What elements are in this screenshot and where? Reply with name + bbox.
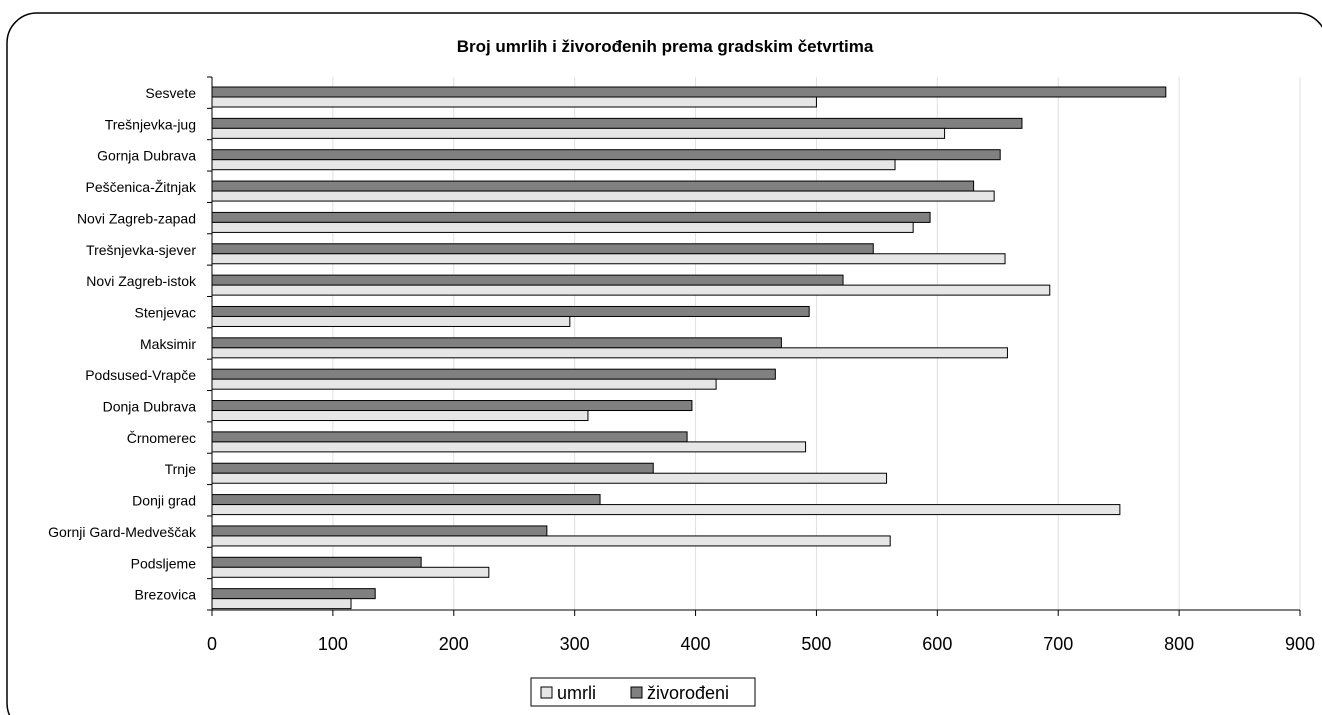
x-tick-label: 500 xyxy=(801,634,831,654)
bar-umrli xyxy=(211,410,589,422)
bar-zivorodeni xyxy=(211,243,874,255)
bar-umrli xyxy=(211,472,888,484)
bar-zivorodeni xyxy=(211,337,782,349)
category-label: Maksimir xyxy=(140,336,196,352)
bar-zivorodeni xyxy=(211,274,844,286)
bars-layer xyxy=(211,86,1167,610)
x-tick-label: 800 xyxy=(1164,634,1194,654)
category-label: Stenjevac xyxy=(135,304,196,320)
category-label: Novi Zagreb-istok xyxy=(86,273,197,289)
legend-swatch-umrli xyxy=(540,686,553,699)
bar-zivorodeni xyxy=(211,431,688,443)
bar-umrli xyxy=(211,284,1051,296)
legend-swatch-zivorodeni xyxy=(630,686,643,699)
x-tick-label: 100 xyxy=(318,634,348,654)
category-label: Donja Dubrava xyxy=(103,399,197,415)
category-label: Trešnjevka-jug xyxy=(105,116,196,132)
legend-box xyxy=(530,677,756,707)
bar-umrli xyxy=(211,441,807,453)
x-tick-label: 300 xyxy=(560,634,590,654)
bar-umrli xyxy=(211,221,914,233)
bar-umrli xyxy=(211,535,891,547)
bar-zivorodeni xyxy=(211,400,693,412)
bar-umrli xyxy=(211,96,817,108)
category-label: Gornja Dubrava xyxy=(97,148,196,164)
x-tick-label: 400 xyxy=(681,634,711,654)
chart-title: Broj umrlih i živorođenih prema gradskim… xyxy=(457,37,874,56)
category-label: Novi Zagreb-zapad xyxy=(77,210,196,226)
category-label: Brezovica xyxy=(135,587,197,603)
x-tick-label: 600 xyxy=(922,634,952,654)
bar-umrli xyxy=(211,566,490,578)
bar-zivorodeni xyxy=(211,149,1001,161)
category-label: Trešnjevka-sjever xyxy=(86,242,196,258)
bar-umrli xyxy=(211,253,1006,265)
bar-zivorodeni xyxy=(211,494,601,506)
category-label: Trnje xyxy=(165,461,197,477)
bar-umrli xyxy=(211,127,946,139)
bar-zivorodeni xyxy=(211,368,776,380)
axis-layer: Sesvete Trešnjevka-jug Gornja Dubrava Pešče… xyxy=(48,76,1315,654)
category-label: Donji grad xyxy=(132,493,196,509)
category-label: Peščenica-Žitnjak xyxy=(86,179,197,195)
bar-umrli xyxy=(211,315,571,327)
x-tick-label: 0 xyxy=(207,634,217,654)
legend: umrli živorođeni xyxy=(530,677,756,707)
bar-zivorodeni xyxy=(211,462,654,474)
bar-zivorodeni xyxy=(211,588,376,600)
legend-label-zivorodeni: živorođeni xyxy=(647,683,729,703)
bar-umrli xyxy=(211,190,995,202)
category-label: Podsused-Vrapče xyxy=(85,367,196,383)
bar-zivorodeni xyxy=(211,305,810,317)
bar-umrli xyxy=(211,347,1008,359)
bar-zivorodeni xyxy=(211,525,548,537)
bar-umrli xyxy=(211,504,1121,516)
bar-umrli xyxy=(211,378,717,390)
x-tick-label: 900 xyxy=(1285,634,1315,654)
x-tick-label: 700 xyxy=(1043,634,1073,654)
category-label: Sesvete xyxy=(145,85,196,101)
bar-zivorodeni xyxy=(211,211,931,223)
bar-zivorodeni xyxy=(211,117,1023,129)
bar-zivorodeni xyxy=(211,556,422,568)
bar-zivorodeni xyxy=(211,86,1167,98)
legend-label-umrli: umrli xyxy=(557,683,596,703)
bar-umrli xyxy=(211,159,896,171)
bar-zivorodeni xyxy=(211,180,975,192)
bar-umrli xyxy=(211,598,352,610)
category-label: Gornji Gard-Medveščak xyxy=(48,524,197,540)
category-label: Podsljeme xyxy=(131,555,197,571)
x-tick-label: 200 xyxy=(439,634,469,654)
category-label: Črnomerec xyxy=(127,430,196,446)
